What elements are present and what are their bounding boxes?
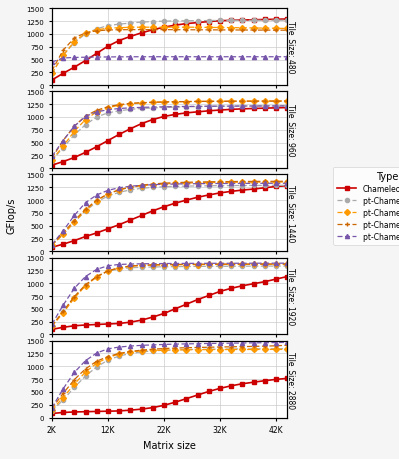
X-axis label: Matrix size: Matrix size bbox=[143, 440, 196, 450]
Y-axis label: Tile_Size: 960: Tile_Size: 960 bbox=[287, 104, 296, 157]
Y-axis label: Tile_Size: 1920: Tile_Size: 1920 bbox=[287, 268, 296, 325]
Legend: Chameleon, pt-Chameleon 32x2, pt-Chameleon 16x4, pt-Chameleon 8x8, pt-Chameleon : Chameleon, pt-Chameleon 32x2, pt-Chamele… bbox=[334, 168, 399, 245]
Text: GFlop/s: GFlop/s bbox=[7, 197, 17, 234]
Y-axis label: Tile_Size: 1440: Tile_Size: 1440 bbox=[287, 185, 296, 242]
Y-axis label: Tile_Size: 480: Tile_Size: 480 bbox=[287, 22, 296, 74]
Y-axis label: Tile_Size: 2880: Tile_Size: 2880 bbox=[287, 351, 296, 408]
